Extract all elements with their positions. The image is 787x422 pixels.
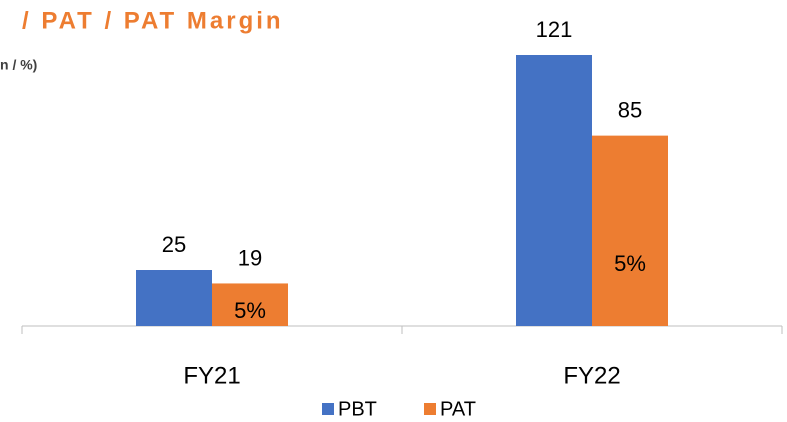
x-tick-label: FY22 — [563, 362, 620, 389]
legend-swatch — [424, 403, 436, 415]
data-label: 25 — [162, 232, 186, 257]
data-label: 121 — [536, 17, 573, 42]
chart-subtitle: n / %) — [0, 57, 37, 73]
margin-label: 5% — [234, 298, 266, 323]
bar — [516, 55, 592, 326]
data-label: 19 — [238, 245, 262, 270]
chart-title: / PAT / PAT Margin — [22, 7, 284, 34]
x-tick-label: FY21 — [183, 362, 240, 389]
data-label: 85 — [618, 97, 642, 122]
margin-label: 5% — [614, 251, 646, 276]
bar — [212, 283, 288, 326]
legend-label: PBT — [338, 398, 377, 420]
bar — [592, 135, 668, 326]
bar — [136, 270, 212, 326]
legend-swatch — [322, 403, 334, 415]
legend-label: PAT — [440, 398, 476, 420]
